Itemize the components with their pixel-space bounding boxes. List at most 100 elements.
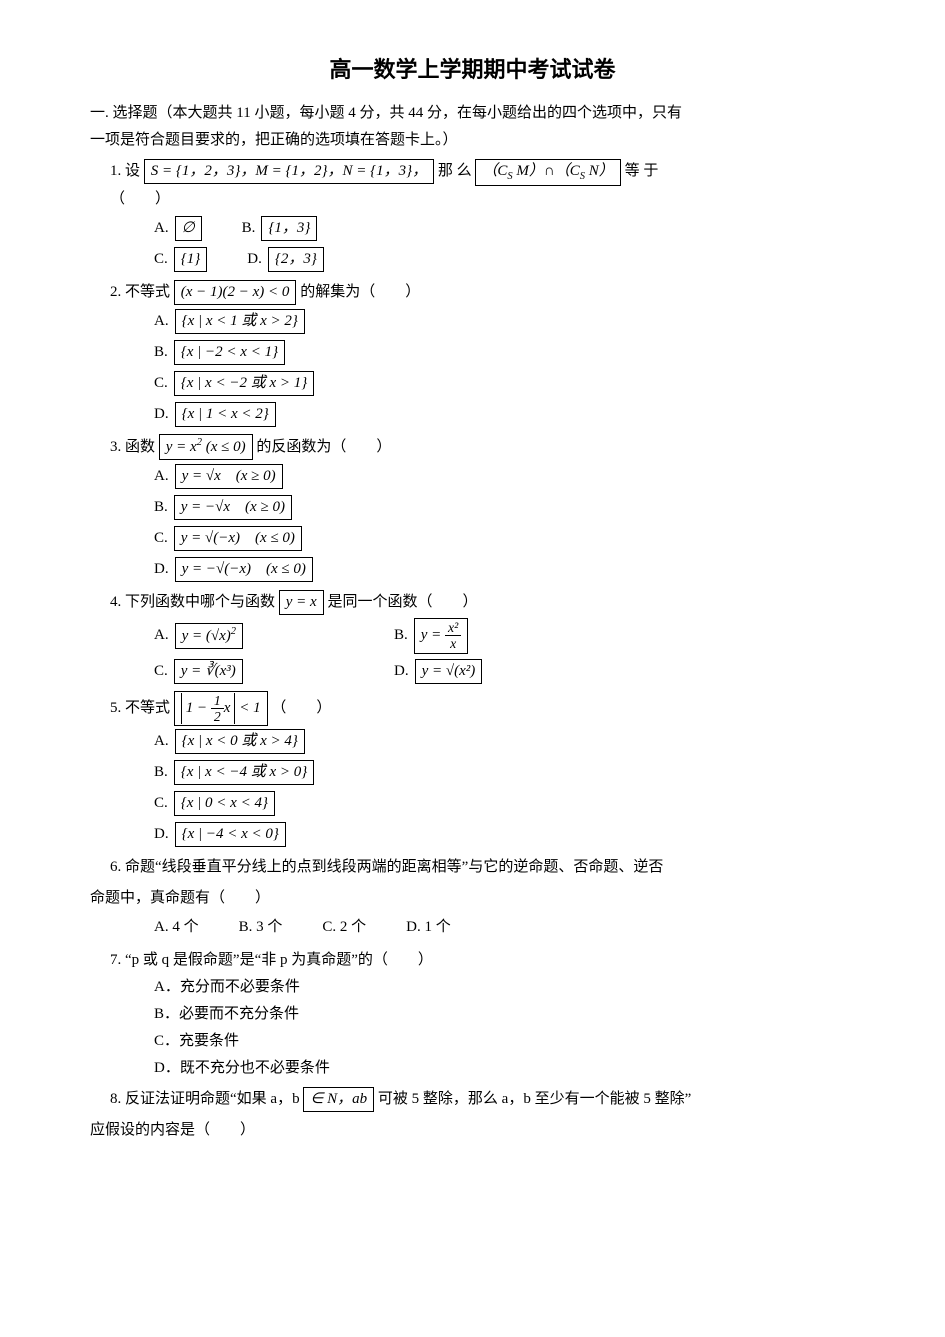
q3-num: 3. [110,439,121,455]
q4-a-box: y = (√x)2 [175,623,243,649]
q2-d-box: {x | 1 < x < 2} [175,402,276,427]
q2-b-label: B. [154,339,168,366]
q4-pre: 下列函数中哪个与函数 [125,594,275,610]
q4-c-box: y = ∛(x³) [174,659,243,684]
q5-box: 1 − 12x < 1 [174,691,268,726]
q3-c-box: y = √(−x) (x ≤ 0) [174,526,302,551]
q3-d-label: D. [154,556,169,583]
q7-num: 7. [110,952,121,968]
q1-b-box: {1，3} [261,216,317,241]
q4-b-num: x² [445,620,461,636]
q7-opt-a: A．充分而不必要条件 [154,974,855,1001]
q1-box1: S = {1，2，3}，M = {1，2}，N = {1，3}， [144,159,434,184]
q2-a-label: A. [154,308,169,335]
q2-c-box: {x | x < −2 或 x > 1} [174,371,314,396]
q4-d-box: y = √(x²) [415,659,483,684]
q1-d-box: {2，3} [268,247,324,272]
q8-num: 8. [110,1091,121,1107]
q2-d-label: D. [154,401,169,428]
q7-opt-c: C．充要条件 [154,1028,855,1055]
q1-opt-b: B. {1，3} [242,215,318,242]
q2-b-box: {x | −2 < x < 1} [174,340,285,365]
q5-c-box: {x | 0 < x < 4} [174,791,275,816]
q5-cmp: < 1 [235,700,260,716]
q4-b-box: y = x²x [414,618,469,653]
q7-opt-d: D．既不充分也不必要条件 [154,1055,855,1082]
q3-b-label: B. [154,494,168,521]
question-4: 4. 下列函数中哪个与函数 y = x 是同一个函数（ ） A. y = (√x… [110,589,855,686]
q4-opt-c: C. y = ∛(x³) [154,658,354,685]
q5-abs-num: 1 [211,693,224,709]
q1-pre: 设 [125,163,140,179]
q1-c-label: C. [154,246,168,273]
q4-c-label: C. [154,658,168,685]
question-3: 3. 函数 y = x2 (x ≤ 0) 的反函数为（ ） A.y = √x (… [110,434,855,585]
q2-num: 2. [110,284,121,300]
q5-num: 5. [110,700,121,716]
q4-d-label: D. [394,658,409,685]
q6-opt-b: B. 3 个 [239,914,283,941]
q3-a-box: y = √x (x ≥ 0) [175,464,283,489]
q5-a-box: {x | x < 0 或 x > 4} [175,729,305,754]
q5-b-label: B. [154,759,168,786]
q6-num: 6. [110,859,121,875]
q2-box: (x − 1)(2 − x) < 0 [174,280,297,305]
q2-c-label: C. [154,370,168,397]
q3-opt-b: B.y = −√x (x ≥ 0) [154,494,292,521]
q5-opt-c: C.{x | 0 < x < 4} [154,790,275,817]
q1-opt-c: C. {1} [154,246,207,273]
q4-box: y = x [279,590,324,615]
q5-opt-d: D.{x | −4 < x < 0} [154,821,286,848]
q2-opt-b: B.{x | −2 < x < 1} [154,339,285,366]
q1-c-box: {1} [174,247,208,272]
q1-box2: （CS M）∩（CS N） [475,159,620,187]
q4-opt-d: D. y = √(x²) [394,658,482,685]
question-2: 2. 不等式 (x − 1)(2 − x) < 0 的解集为（ ） A.{x |… [110,279,855,430]
q6-line2: 命题中，真命题有（ ） [90,885,855,912]
q4-b-pre: y = [421,627,445,643]
q5-pre: 不等式 [125,700,170,716]
q1-post: 等 于 [625,163,659,179]
q2-a-box: {x | x < 1 或 x > 2} [175,309,305,334]
q7-opt-b: B．必要而不充分条件 [154,1001,855,1028]
q5-d-label: D. [154,821,169,848]
q6-line1: 命题“线段垂直平分线上的点到线段两端的距离相等”与它的逆命题、否命题、逆否 [125,859,663,875]
q5-abs-post: x [224,700,231,716]
q2-opt-a: A.{x | x < 1 或 x > 2} [154,308,305,335]
q4-opt-a: A. y = (√x)2 [154,622,354,649]
q4-b-label: B. [394,622,408,649]
q4-opt-b: B. y = x²x [394,618,468,653]
q4-a-label: A. [154,622,169,649]
q4-b-den: x [445,636,461,651]
q6-opt-c: C. 2 个 [322,914,366,941]
q1-d-label: D. [247,246,262,273]
q6-opt-d: D. 1 个 [406,914,451,941]
q5-post: （ ） [271,700,331,716]
q1-paren: （ ） [110,186,855,213]
q8-pre: 反证法证明命题“如果 a，b [125,1091,300,1107]
q3-opt-d: D.y = −√(−x) (x ≤ 0) [154,556,313,583]
q3-a-label: A. [154,463,169,490]
q8-mid: 可被 5 整除，那么 a，b 至少有一个能被 5 整除” [378,1091,691,1107]
section-intro-2: 一项是符合题目要求的，把正确的选项填在答题卡上。） [90,127,855,154]
question-8: 8. 反证法证明命题“如果 a，b ∈ N，ab 可被 5 整除，那么 a，b … [110,1086,855,1113]
q3-pre: 函数 [125,439,155,455]
q1-b-label: B. [242,215,256,242]
q3-c-label: C. [154,525,168,552]
q7-text: “p 或 q 是假命题”是“非 p 为真命题”的（ ） [125,952,433,968]
q2-opt-c: C.{x | x < −2 或 x > 1} [154,370,314,397]
question-1: 1. 设 S = {1，2，3}，M = {1，2}，N = {1，3}， 那 … [110,158,855,276]
q1-a-box: ∅ [175,216,202,241]
q8-box: ∈ N，ab [303,1087,374,1112]
q5-d-box: {x | −4 < x < 0} [175,822,286,847]
question-7: 7. “p 或 q 是假命题”是“非 p 为真命题”的（ ） A．充分而不必要条… [110,947,855,1082]
q6-opt-a: A. 4 个 [154,914,199,941]
q8-line2: 应假设的内容是（ ） [90,1117,855,1144]
q3-box: y = x2 (x ≤ 0) [159,434,253,460]
question-6: 6. 命题“线段垂直平分线上的点到线段两端的距离相等”与它的逆命题、否命题、逆否 [110,854,855,881]
q2-opt-d: D.{x | 1 < x < 2} [154,401,276,428]
page-title: 高一数学上学期期中考试试卷 [90,50,855,90]
q5-opt-a: A.{x | x < 0 或 x > 4} [154,728,305,755]
q1-opt-d: D. {2，3} [247,246,324,273]
q2-pre: 不等式 [125,284,170,300]
